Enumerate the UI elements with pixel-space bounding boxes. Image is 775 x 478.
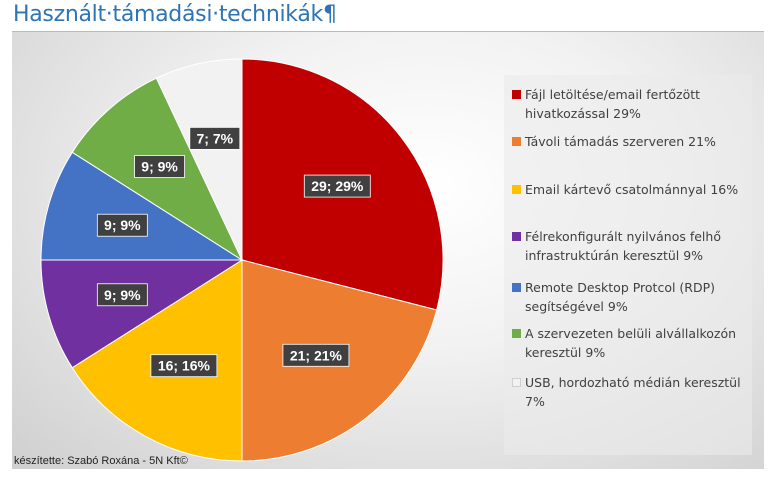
data-label: 21; 21% <box>282 343 350 367</box>
pie-slice <box>155 58 243 261</box>
pie-plot: 29; 29% 21; 21% 16; 16% 9; 9% 9; 9% 9; 9% 7; 7… <box>40 58 444 462</box>
data-label-text: 9; 9% <box>141 159 178 175</box>
legend-item: USB, hordozható médián keresztül 7% <box>512 373 752 411</box>
data-label-box <box>96 213 148 237</box>
legend-item: A szervezeten belüli alvállalkozón keres… <box>512 324 752 362</box>
legend-label: USB, hordozható médián keresztül 7% <box>525 375 741 409</box>
data-label: 29; 29% <box>303 174 371 198</box>
legend-swatch <box>512 283 521 292</box>
data-label-box <box>282 343 350 367</box>
pie-chart: 29; 29% 21; 21% 16; 16% 9; 9% 9; 9% 9; 9% 7; 7… <box>12 31 764 469</box>
legend-label: Fájl letöltése/email fertőzött hivatkozá… <box>525 87 701 121</box>
pie-slice <box>40 259 244 369</box>
data-label-box <box>134 155 185 178</box>
title-text: Használt·támadási·technikák <box>13 2 323 27</box>
data-label: 9; 9% <box>96 283 148 307</box>
data-label-box <box>303 174 371 198</box>
data-label-text: 9; 9% <box>104 217 141 233</box>
legend-item: Email kártevő csatolmánnyal 16% <box>512 180 738 199</box>
data-label-text: 9; 9% <box>104 287 141 303</box>
legend-label: A szervezeten belüli alvállalkozón keres… <box>525 326 737 360</box>
legend-swatch <box>512 137 521 146</box>
data-label: 9; 9% <box>134 155 185 178</box>
legend-swatch <box>512 185 521 194</box>
data-label-text: 21; 21% <box>290 347 343 363</box>
legend-item: Remote Desktop Protcol (RDP) segítségéve… <box>512 278 752 316</box>
data-label: 9; 9% <box>96 213 148 237</box>
page-title: Használt·támadási·technikák¶ <box>13 2 337 27</box>
pie-slice <box>40 151 244 261</box>
legend-label: Email kártevő csatolmánnyal 16% <box>525 182 739 197</box>
legend-label: Távoli támadás szerveren 21% <box>525 134 716 149</box>
data-label-box <box>150 354 218 378</box>
pilcrow-mark: ¶ <box>322 2 337 27</box>
legend-swatch <box>512 378 521 387</box>
data-label-text: 7; 7% <box>197 130 234 146</box>
legend-swatch <box>512 90 521 99</box>
legend-label: Félrekonfigurált nyilvános felhő infrast… <box>525 229 721 263</box>
legend-swatch <box>512 232 521 241</box>
legend-swatch <box>512 329 521 338</box>
legend-item: Félrekonfigurált nyilvános felhő infrast… <box>512 227 752 265</box>
legend-item: Fájl letöltése/email fertőzött hivatkozá… <box>512 85 752 123</box>
legend: Fájl letöltése/email fertőzött hivatkozá… <box>504 75 752 455</box>
data-label-box <box>96 283 148 307</box>
data-label: 7; 7% <box>189 126 241 150</box>
credit-text: készítette: Szabó Roxána - 5N Kft© <box>14 455 188 467</box>
data-label: 16; 16% <box>150 354 218 378</box>
data-label-text: 16; 16% <box>158 358 211 374</box>
data-label-box <box>189 126 241 150</box>
data-label-text: 29; 29% <box>311 178 364 194</box>
legend-label: Remote Desktop Protcol (RDP) segítségéve… <box>525 280 716 314</box>
legend-item: Távoli támadás szerveren 21% <box>512 132 716 151</box>
